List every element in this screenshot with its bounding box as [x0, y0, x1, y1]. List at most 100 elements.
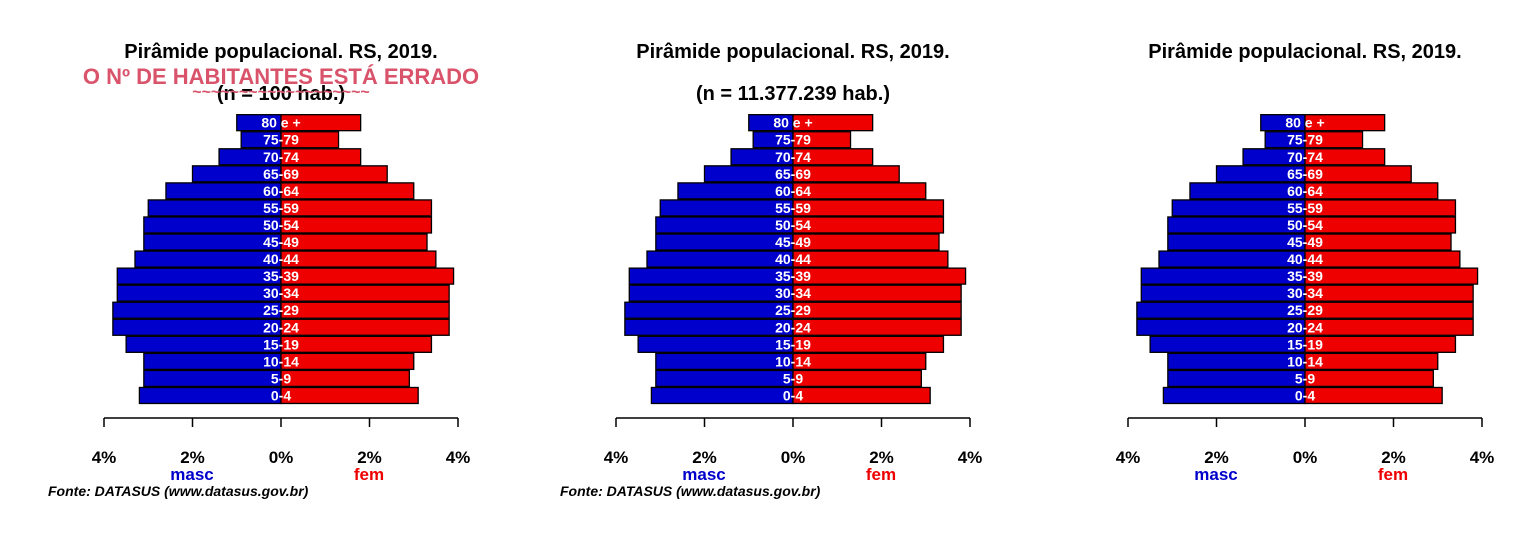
- bar-masc: [650, 386, 794, 405]
- age-group-label: 65-69: [775, 166, 811, 182]
- bar-fem: [792, 165, 900, 183]
- bar-masc: [655, 352, 794, 371]
- age-group-label: 70-74: [1287, 149, 1323, 165]
- age-group-label: 80 e +: [773, 115, 812, 131]
- age-group-label: 40-44: [775, 251, 811, 267]
- bar-fem: [1304, 148, 1386, 166]
- age-group-label: 30-34: [263, 285, 299, 301]
- bar-fem: [1304, 318, 1474, 336]
- age-group-label: 60-64: [775, 183, 811, 199]
- chart-title: Pirâmide populacional. RS, 2019.: [636, 41, 949, 63]
- age-group-label: 15-19: [775, 336, 811, 352]
- bar-fem: [792, 182, 927, 200]
- bar-masc: [646, 250, 794, 268]
- x-tick-label: 4%: [446, 448, 471, 467]
- xlabel-masc: masc: [1194, 465, 1237, 484]
- bar-fem: [280, 369, 410, 388]
- bar-fem: [280, 352, 415, 371]
- pyramid-panel-2: Pirâmide populacional. RS, 2019. (n = 11…: [560, 41, 982, 499]
- x-axis: 4% 2% 0% 2% 4%: [1116, 417, 1495, 467]
- age-group-label: 25-29: [1287, 302, 1323, 318]
- x-tick-label: 0%: [269, 448, 294, 467]
- bar-fem: [280, 267, 455, 285]
- age-group-label: 5-9: [1295, 370, 1315, 386]
- pyramid-panel-1: Pirâmide populacional. RS, 2019. (n = 10…: [48, 41, 470, 499]
- source-note: Fonte: DATASUS (www.datasus.gov.br): [48, 483, 309, 499]
- bar-masc: [1149, 335, 1306, 353]
- bars: 0-45-910-1415-1920-2425-2930-3435-3940-4…: [1136, 114, 1479, 405]
- pyramid-panel-3: Pirâmide populacional. RS, 2019. 0-45-91…: [1116, 41, 1495, 484]
- chart-subtitle: (n = 11.377.239 hab.): [696, 83, 890, 105]
- bar-fem: [280, 250, 437, 268]
- bar-masc: [1162, 386, 1306, 405]
- bar-fem: [792, 114, 874, 132]
- bar-fem: [792, 148, 874, 166]
- bar-fem: [280, 182, 415, 200]
- bars: 0-45-910-1415-1920-2425-2930-3435-3940-4…: [624, 114, 967, 405]
- age-group-label: 40-44: [263, 251, 299, 267]
- bar-fem: [792, 250, 949, 268]
- chart-title: Pirâmide populacional. RS, 2019.: [1148, 41, 1461, 63]
- age-group-label: 80 e +: [261, 115, 300, 131]
- age-group-label: 0-4: [1295, 387, 1315, 403]
- bar-masc: [628, 267, 794, 285]
- bar-fem: [1304, 267, 1479, 285]
- bar-fem: [1304, 284, 1474, 302]
- age-group-label: 20-24: [1287, 319, 1323, 335]
- bar-fem: [280, 318, 450, 336]
- age-group-label: 10-14: [263, 353, 299, 369]
- chart-title: Pirâmide populacional. RS, 2019.: [124, 41, 437, 63]
- age-group-label: 10-14: [775, 353, 811, 369]
- age-group-label: 60-64: [263, 183, 299, 199]
- bar-fem: [1304, 165, 1412, 183]
- bar-masc: [112, 301, 282, 319]
- bar-masc: [655, 369, 794, 388]
- bar-fem: [792, 335, 945, 353]
- bar-masc: [1136, 301, 1306, 319]
- bar-fem: [280, 114, 362, 132]
- x-tick-label: 4%: [1470, 448, 1495, 467]
- x-tick-label: 4%: [1116, 448, 1141, 467]
- bar-fem: [1304, 182, 1439, 200]
- age-group-label: 45-49: [775, 234, 811, 250]
- bar-masc: [112, 318, 282, 336]
- age-group-label: 65-69: [1287, 166, 1323, 182]
- x-tick-label: 0%: [781, 448, 806, 467]
- age-group-label: 60-64: [1287, 183, 1323, 199]
- bar-fem: [792, 369, 922, 388]
- bar-fem: [280, 386, 419, 405]
- bar-masc: [1140, 284, 1306, 302]
- bar-masc: [655, 216, 794, 234]
- xlabel-masc: masc: [682, 465, 725, 484]
- bar-masc: [624, 301, 794, 319]
- age-group-label: 50-54: [1287, 217, 1323, 233]
- age-group-label: 50-54: [263, 217, 299, 233]
- age-group-label: 40-44: [1287, 251, 1323, 267]
- warning-overlay: O Nº DE HABITANTES ESTÁ ERRADO: [83, 64, 479, 89]
- bar-fem: [1304, 131, 1364, 149]
- age-group-label: 80 e +: [1285, 115, 1324, 131]
- bar-fem: [280, 165, 388, 183]
- x-tick-label: 2%: [692, 448, 717, 467]
- bar-fem: [792, 199, 945, 217]
- xlabel-masc: masc: [170, 465, 213, 484]
- bar-masc: [116, 284, 282, 302]
- bar-masc: [116, 267, 282, 285]
- bar-fem: [280, 335, 433, 353]
- source-note: Fonte: DATASUS (www.datasus.gov.br): [560, 483, 821, 499]
- xlabel-fem: fem: [866, 465, 896, 484]
- age-group-label: 25-29: [263, 302, 299, 318]
- x-tick-label: 4%: [92, 448, 117, 467]
- bar-masc: [1171, 199, 1306, 217]
- xlabel-fem: fem: [354, 465, 384, 484]
- age-group-label: 20-24: [263, 319, 299, 335]
- bar-fem: [1304, 335, 1457, 353]
- age-group-label: 70-74: [263, 149, 299, 165]
- bar-fem: [1304, 352, 1439, 371]
- age-group-label: 50-54: [775, 217, 811, 233]
- x-tick-label: 4%: [604, 448, 629, 467]
- age-group-label: 5-9: [783, 370, 803, 386]
- bar-fem: [792, 284, 962, 302]
- bar-fem: [792, 233, 940, 251]
